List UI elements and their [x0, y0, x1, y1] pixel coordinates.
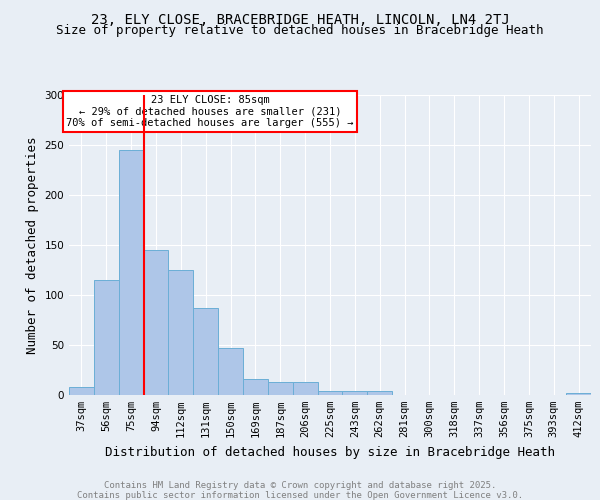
Bar [343, 391, 367, 395]
Bar [143, 250, 169, 395]
Bar [69, 387, 94, 395]
Bar [268, 382, 293, 395]
Text: 23, ELY CLOSE, BRACEBRIDGE HEATH, LINCOLN, LN4 2TJ: 23, ELY CLOSE, BRACEBRIDGE HEATH, LINCOL… [91, 12, 509, 26]
Bar [367, 391, 392, 395]
Bar [193, 308, 218, 395]
Bar [566, 393, 591, 395]
Text: 23 ELY CLOSE: 85sqm
← 29% of detached houses are smaller (231)
70% of semi-detac: 23 ELY CLOSE: 85sqm ← 29% of detached ho… [66, 95, 353, 128]
Bar [119, 150, 143, 395]
Bar [293, 382, 317, 395]
X-axis label: Distribution of detached houses by size in Bracebridge Heath: Distribution of detached houses by size … [105, 446, 555, 458]
Text: Contains public sector information licensed under the Open Government Licence v3: Contains public sector information licen… [77, 491, 523, 500]
Bar [317, 391, 343, 395]
Bar [94, 280, 119, 395]
Bar [218, 348, 243, 395]
Bar [243, 379, 268, 395]
Text: Size of property relative to detached houses in Bracebridge Heath: Size of property relative to detached ho… [56, 24, 544, 37]
Text: Contains HM Land Registry data © Crown copyright and database right 2025.: Contains HM Land Registry data © Crown c… [104, 481, 496, 490]
Y-axis label: Number of detached properties: Number of detached properties [26, 136, 39, 354]
Bar [169, 270, 193, 395]
